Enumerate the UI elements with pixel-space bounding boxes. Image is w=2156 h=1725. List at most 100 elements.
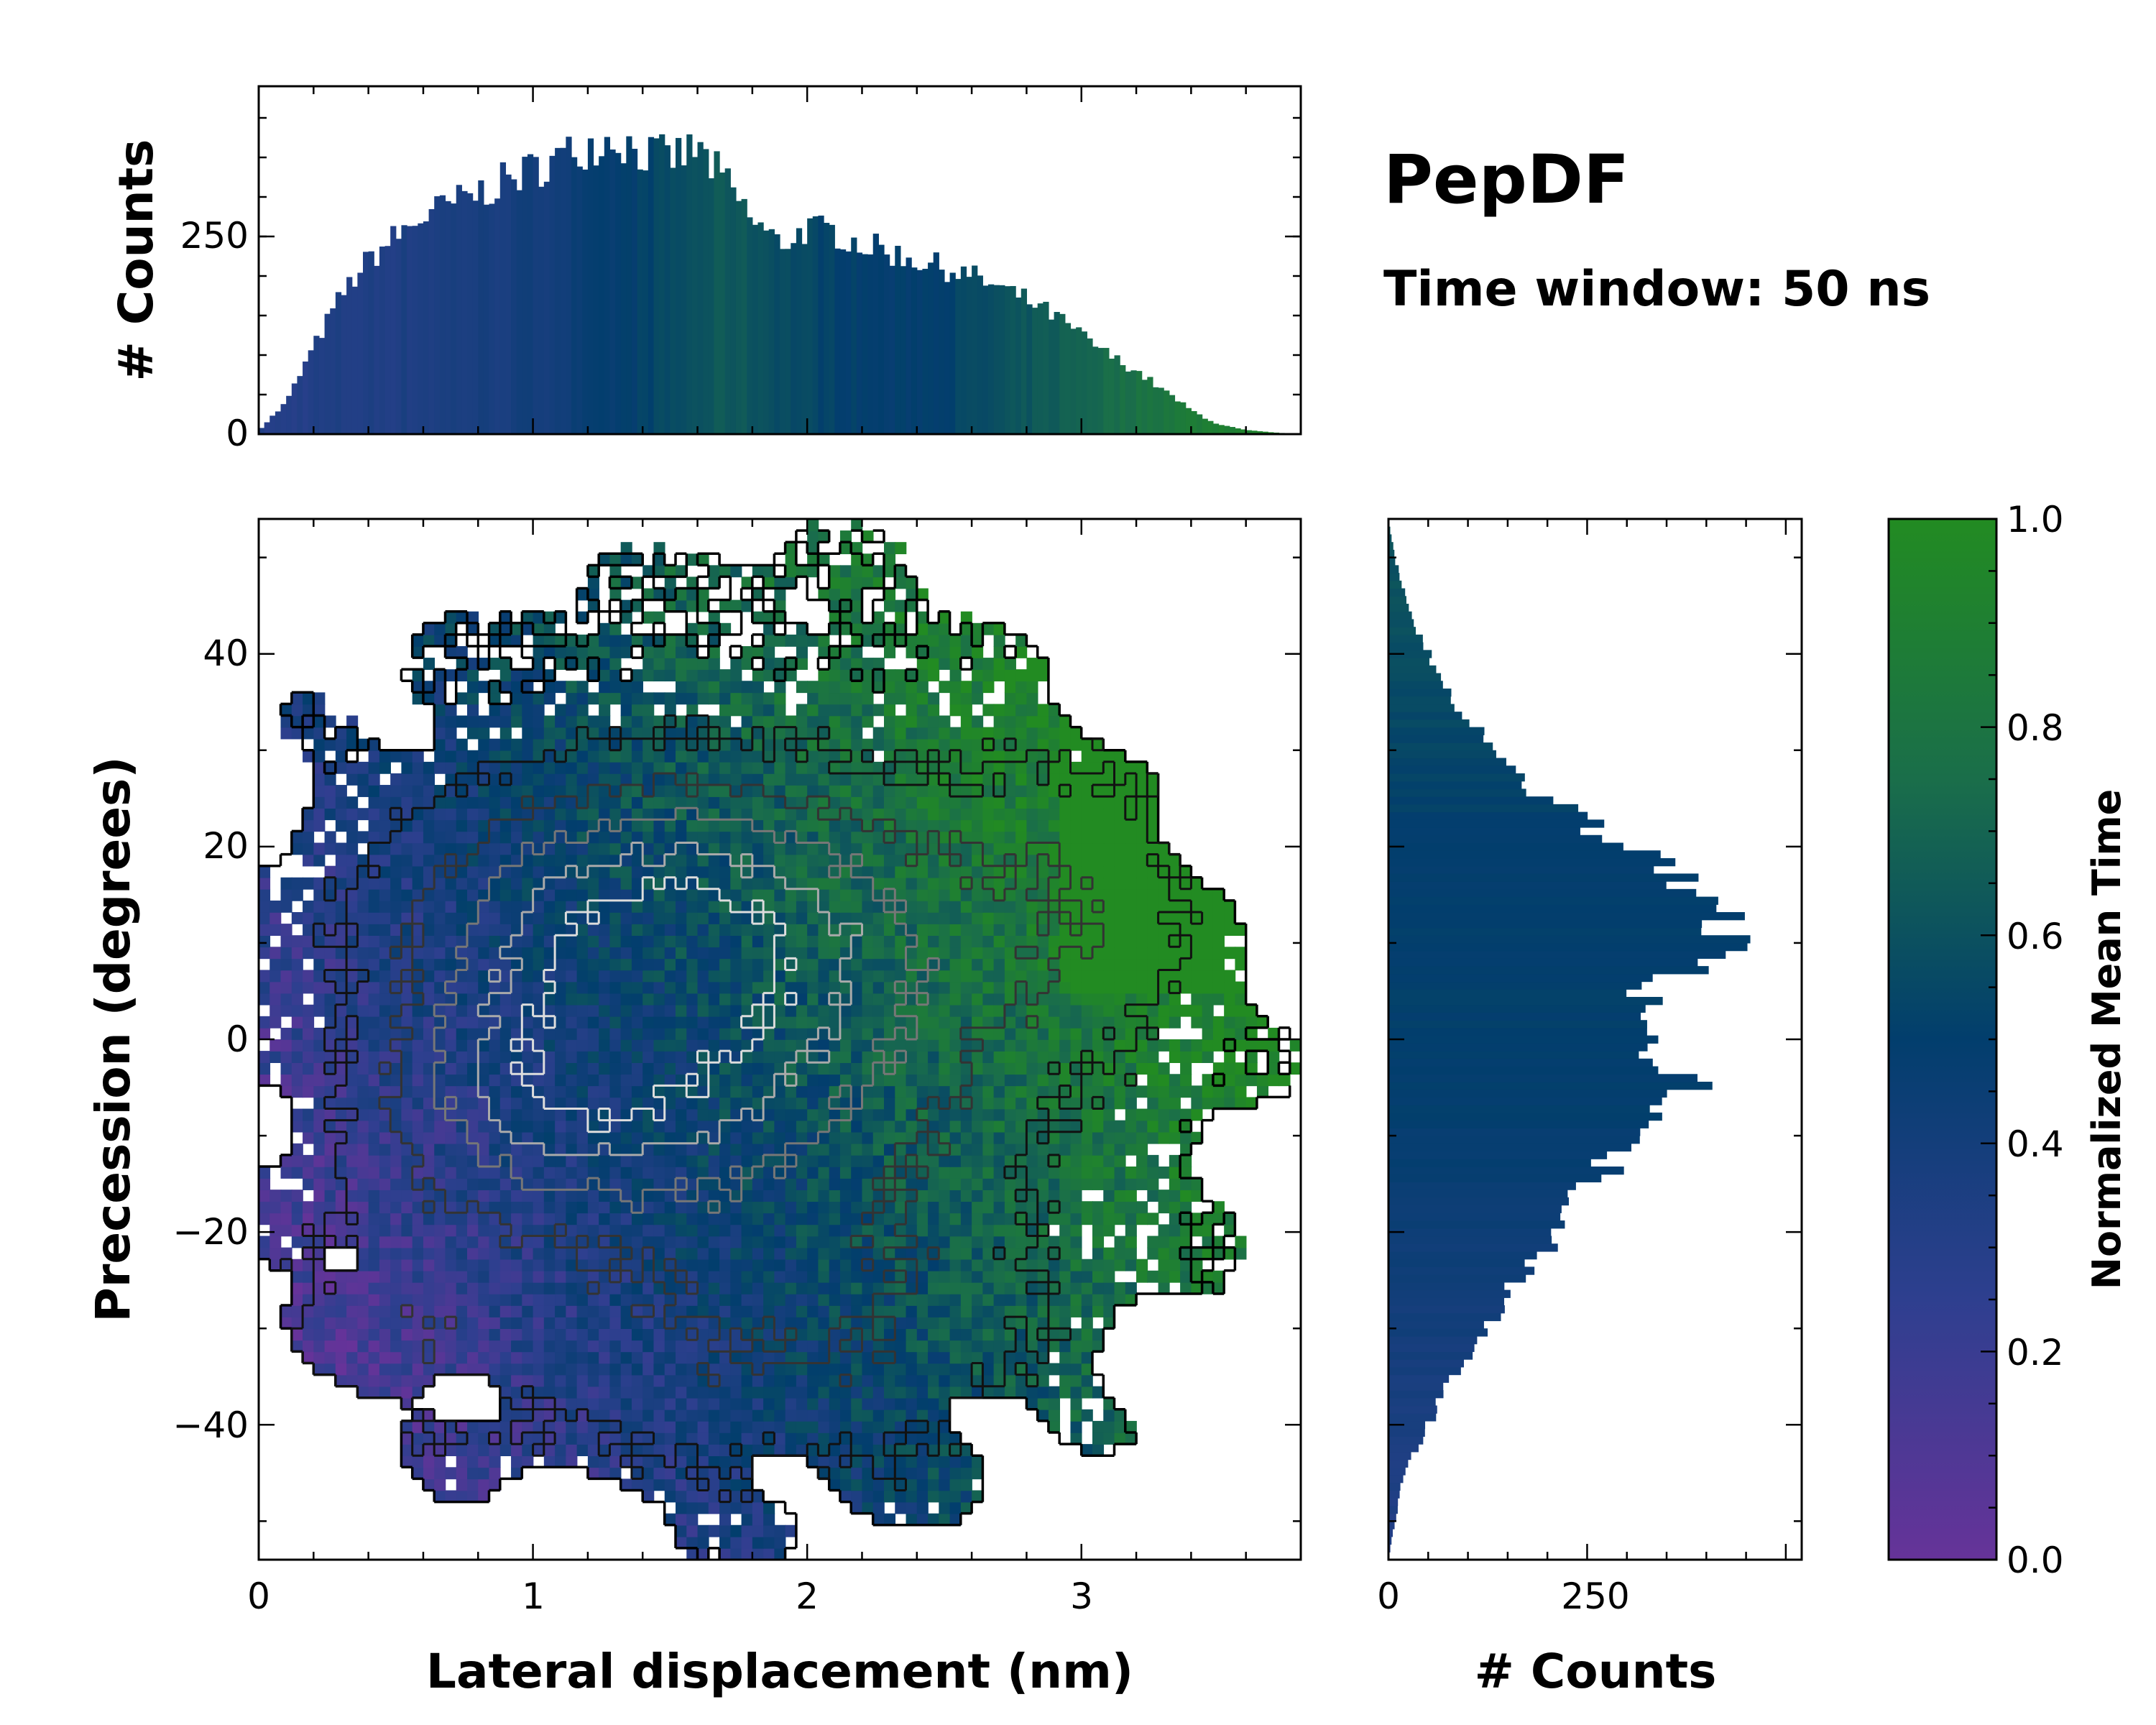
heatmap-cell [686, 1074, 699, 1087]
heatmap-cell [335, 796, 347, 809]
heatmap-cell [357, 1247, 369, 1260]
heatmap-cell [620, 1374, 632, 1387]
heatmap-cell [499, 1420, 512, 1433]
heatmap-cell [412, 1039, 424, 1052]
heatmap-cell [1048, 1328, 1061, 1341]
heatmap-cell [1026, 877, 1038, 890]
heatmap-cell [1212, 924, 1225, 936]
heatmap-cell [511, 1444, 523, 1456]
heatmap-cell [467, 1236, 479, 1248]
heatmap-cell [884, 1317, 896, 1330]
heatmap-cell [456, 831, 468, 844]
heatmap-cell [368, 912, 380, 924]
heatmap-cell [884, 1363, 896, 1376]
heatmap-cell [631, 1247, 644, 1260]
heatmap-cell [895, 1154, 907, 1167]
heatmap-cell [1092, 1039, 1105, 1052]
heatmap-cell [697, 1051, 709, 1063]
heatmap-cell [1059, 854, 1072, 867]
heatmap-cell [280, 1051, 292, 1063]
heatmap-cell [653, 935, 665, 948]
heatmap-cell [697, 1374, 709, 1387]
heatmap-cell [291, 912, 303, 924]
heatmap-cell [467, 1490, 479, 1503]
heatmap-cell [818, 1397, 830, 1410]
heatmap-cell [839, 1351, 852, 1364]
heatmap-cell [872, 1074, 885, 1087]
heatmap-cell [324, 1166, 336, 1179]
heatmap-cell [664, 1270, 676, 1283]
heatmap-cell [511, 865, 523, 878]
heatmap-cell [620, 1478, 632, 1491]
heatmap-cell [522, 912, 534, 924]
heatmap-cell [1224, 1027, 1236, 1040]
heatmap-cell [928, 1143, 940, 1156]
heatmap-cell [829, 1478, 841, 1491]
heatmap-cell [1158, 1190, 1170, 1202]
heatmap-cell [434, 1213, 446, 1225]
heatmap-cell [1202, 1074, 1214, 1087]
heatmap-cell [291, 1282, 303, 1294]
heatmap-cell [1212, 1085, 1225, 1098]
heatmap-cell [467, 808, 479, 821]
heatmap-cell [796, 1190, 808, 1202]
top-histogram-bar [346, 277, 353, 434]
heatmap-cell [774, 912, 786, 924]
heatmap-cell [741, 1213, 753, 1225]
heatmap-cell [379, 1259, 391, 1271]
heatmap-cell [949, 935, 962, 948]
heatmap-cell [1059, 1108, 1072, 1121]
heatmap-cell [467, 970, 479, 983]
heatmap-cell [489, 1224, 501, 1237]
heatmap-cell [533, 1409, 545, 1422]
heatmap-cell [631, 981, 644, 994]
heatmap-cell [1026, 1340, 1038, 1353]
top-histogram-bar [1103, 348, 1110, 434]
heatmap-cell [467, 1004, 479, 1017]
heatmap-cell [599, 1062, 611, 1075]
heatmap-cell [1125, 1166, 1137, 1179]
heatmap-cell [1037, 1259, 1049, 1271]
heatmap-cell [303, 947, 315, 960]
heatmap-cell [785, 1097, 797, 1110]
heatmap-cell [653, 993, 665, 1006]
heatmap-cell [763, 924, 775, 936]
top-histogram-bar [1064, 323, 1072, 434]
heatmap-cell [807, 1444, 819, 1456]
heatmap-cell [357, 1386, 369, 1399]
heatmap-cell [489, 888, 501, 901]
heatmap-cell [676, 1513, 688, 1526]
heatmap-cell [423, 1270, 436, 1283]
heatmap-cell [1048, 1085, 1061, 1098]
heatmap-cell [1015, 1027, 1028, 1040]
heatmap-cell [357, 900, 369, 913]
heatmap-cell [1048, 1236, 1061, 1248]
heatmap-cell [1169, 888, 1181, 901]
top-histogram-bar [511, 179, 517, 434]
heatmap-cell [829, 819, 841, 832]
heatmap-cell [445, 1178, 457, 1190]
top-histogram-bar [900, 266, 907, 434]
heatmap-cell [1092, 808, 1105, 821]
heatmap-cell [423, 1328, 436, 1341]
heatmap-cell [1114, 1027, 1126, 1040]
heatmap-cell [960, 1074, 972, 1087]
heatmap-cell [533, 865, 545, 878]
heatmap-cell [533, 1282, 545, 1294]
heatmap-cell [599, 1097, 611, 1110]
heatmap-cell [368, 1027, 380, 1040]
heatmap-cell [522, 1190, 534, 1202]
heatmap-cell [543, 1120, 556, 1133]
heatmap-cell [1092, 1097, 1105, 1110]
heatmap-cell [434, 1247, 446, 1260]
heatmap-cell [1026, 993, 1038, 1006]
heatmap-cell [686, 1317, 699, 1330]
heatmap-cell [303, 1293, 315, 1306]
heatmap-cell [774, 1143, 786, 1156]
heatmap-cell [620, 1224, 632, 1237]
heatmap-cell [752, 993, 764, 1006]
heatmap-cell [467, 1190, 479, 1202]
heatmap-cell [1256, 1085, 1269, 1098]
heatmap-cell [1125, 796, 1137, 809]
heatmap-cell [949, 1328, 962, 1341]
